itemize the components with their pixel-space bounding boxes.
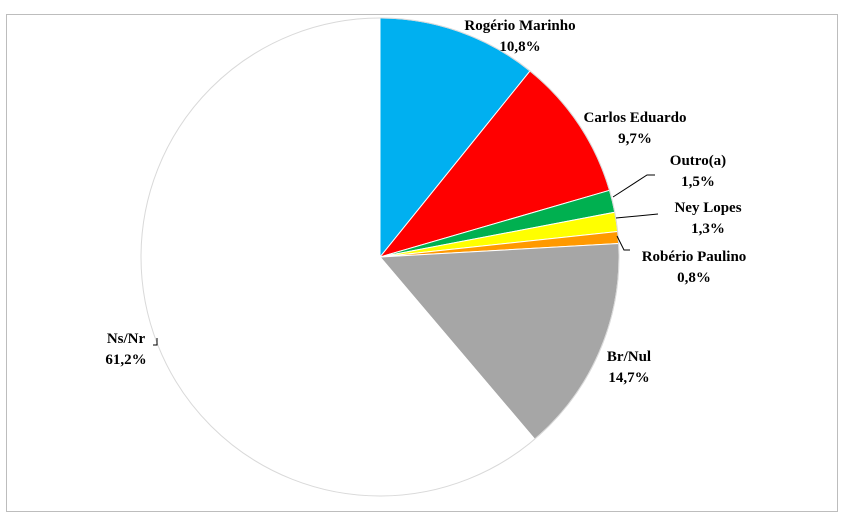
slice-value-ns-nr: 61,2% bbox=[105, 352, 146, 368]
slice-value-carlos-eduardo: 9,7% bbox=[618, 131, 652, 147]
leader-line bbox=[615, 213, 659, 219]
slice-label-br-nul: Br/Nul bbox=[607, 349, 651, 365]
leader-line bbox=[616, 235, 630, 251]
slice-value-rob-rio-paulino: 0,8% bbox=[677, 270, 711, 286]
leader-line bbox=[612, 174, 655, 198]
slice-value-br-nul: 14,7% bbox=[608, 370, 649, 386]
slice-label-ney-lopes: Ney Lopes bbox=[674, 200, 741, 216]
slice-label-rob-rio-paulino: Robério Paulino bbox=[642, 249, 747, 265]
slice-label-rog-rio-marinho: Rogério Marinho bbox=[464, 18, 575, 34]
leader-line bbox=[153, 338, 158, 346]
slice-value-outro-a-: 1,5% bbox=[681, 174, 715, 190]
slice-value-ney-lopes: 1,3% bbox=[691, 221, 725, 237]
slice-label-ns-nr: Ns/Nr bbox=[107, 331, 146, 347]
pie-outline bbox=[140, 17, 620, 497]
slice-value-rog-rio-marinho: 10,8% bbox=[499, 39, 540, 55]
slice-label-outro-a-: Outro(a) bbox=[670, 153, 726, 169]
slice-label-carlos-eduardo: Carlos Eduardo bbox=[584, 110, 687, 126]
